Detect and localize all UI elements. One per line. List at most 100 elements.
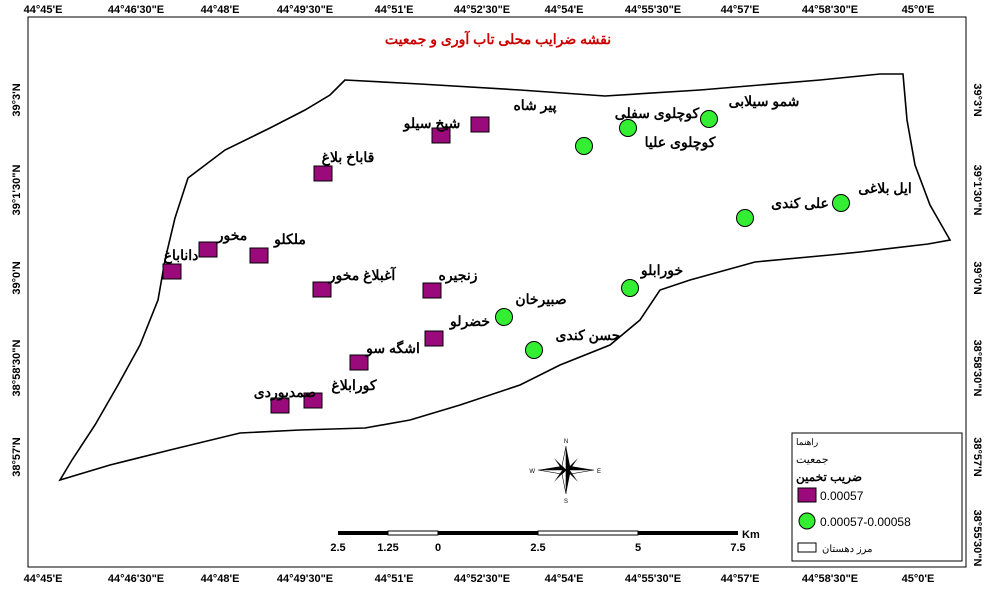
place-label: حسن کندی — [556, 327, 621, 344]
place-label: شمو سیلابی — [729, 93, 800, 110]
legend-square-swatch — [797, 487, 817, 503]
lon-tick: 44°49'30"E — [277, 4, 333, 16]
lat-tick: 38°55'30"N — [971, 510, 983, 567]
lon-tick: 44°57'E — [721, 573, 760, 585]
village-marker — [313, 165, 333, 182]
lon-tick: 44°52'30"E — [454, 573, 510, 585]
village-marker — [431, 127, 451, 144]
scale-label: 1.25 — [377, 542, 398, 554]
lat-tick: 38°57'N — [11, 437, 23, 476]
lat-tick: 39°0'N — [11, 261, 23, 294]
lon-tick: 44°51'E — [375, 573, 414, 585]
legend-circle-swatch — [798, 512, 816, 530]
lat-tick: 38°58'30"N — [11, 340, 23, 397]
lon-tick: 44°58'30"E — [802, 573, 858, 585]
lon-tick: 44°52'30"E — [454, 4, 510, 16]
place-label: کورابلاغ — [331, 377, 376, 394]
right-latitude-ticks: 39°3'N 39°1'30"N 39°0'N 38°58'30"N 38°57… — [971, 83, 983, 566]
village-marker — [312, 281, 332, 298]
place-labels: پیر شاه شیخ سیلو قاباخ بلاغ مخور داناباغ… — [164, 93, 912, 401]
lon-tick: 44°45'E — [24, 4, 63, 16]
scale-label: 2.5 — [330, 542, 345, 554]
village-marker — [424, 330, 444, 347]
west-label: W — [529, 469, 535, 475]
village-marker — [249, 247, 269, 264]
scale-segment — [438, 531, 538, 535]
class-2-markers — [495, 110, 850, 359]
district-boundary — [58, 73, 952, 482]
place-label: مخور — [216, 227, 248, 244]
legend-class-1: 0.00057 — [820, 489, 864, 503]
lat-tick: 39°3'N — [11, 83, 23, 116]
lon-tick: 44°48'E — [201, 573, 240, 585]
top-longitude-ticks: 44°45'E 44°46'30"E 44°48'E 44°49'30"E 44… — [24, 4, 935, 16]
lon-tick: 44°54'E — [545, 573, 584, 585]
village-marker — [621, 279, 639, 297]
place-label: کوچلوی علیا — [645, 134, 716, 151]
village-marker — [470, 116, 490, 133]
place-label: پیر شاه — [513, 97, 556, 114]
village-marker — [575, 137, 593, 155]
village-marker — [349, 354, 369, 371]
legend: راهنما جمعیت ضریب تخمین 0.00057 0.00057-… — [791, 432, 963, 562]
left-latitude-ticks: 39°3'N 39°1'30"N 39°0'N 38°58'30"N 38°57… — [11, 83, 23, 476]
lon-tick: 44°55'30"E — [625, 573, 681, 585]
lon-tick: 44°57'E — [721, 4, 760, 16]
lat-tick: 39°3'N — [971, 83, 983, 116]
place-label: داناباغ — [164, 247, 199, 264]
lon-tick: 44°46'30"E — [108, 573, 164, 585]
lat-tick: 39°1'30"N — [11, 165, 23, 216]
lon-tick: 44°48'E — [201, 4, 240, 16]
scale-bar: 2.5 1.25 0 2.5 5 7.5 Km — [330, 529, 760, 554]
scale-segment — [638, 531, 738, 535]
map-title: نقشه ضرایب محلی تاب آوری و جمعیت — [385, 30, 611, 48]
lon-tick: 44°49'30"E — [277, 573, 333, 585]
village-marker — [619, 119, 637, 137]
place-label: زنجیره — [439, 267, 478, 284]
lon-tick: 44°58'30"E — [802, 4, 858, 16]
lon-tick: 44°45'E — [24, 573, 63, 585]
legend-class-2: 0.00057-0.00058 — [820, 515, 911, 529]
place-label: خورابلو — [640, 262, 683, 279]
bottom-longitude-ticks: 44°45'E 44°46'30"E 44°48'E 44°49'30"E 44… — [24, 573, 935, 585]
scale-segment — [537, 530, 639, 536]
legend-layer: جمعیت — [796, 454, 829, 466]
place-label: ایل بلاغی — [858, 180, 912, 196]
lon-tick: 44°46'30"E — [108, 4, 164, 16]
place-label: قاباخ بلاغ — [322, 149, 375, 166]
village-marker — [495, 308, 513, 326]
scale-label: 7.5 — [730, 542, 745, 554]
lon-tick: 44°55'30"E — [625, 4, 681, 16]
place-label: خضرلو — [449, 313, 490, 330]
class-1-markers — [162, 116, 490, 414]
legend-boundary: مرز دهستان — [822, 544, 873, 555]
village-marker — [422, 282, 442, 299]
village-marker — [198, 241, 218, 258]
village-marker — [525, 341, 543, 359]
place-label: شیخ سیلو — [403, 115, 461, 132]
lon-tick: 45°0'E — [902, 573, 935, 585]
place-label: علی کندی — [771, 195, 829, 211]
south-label: S — [564, 499, 568, 505]
village-marker — [736, 209, 754, 227]
village-marker — [162, 263, 182, 280]
scale-segment — [387, 530, 439, 536]
place-label: ملکلو — [273, 231, 306, 248]
legend-box — [791, 432, 963, 562]
lon-tick: 44°51'E — [375, 4, 414, 16]
lon-tick: 44°54'E — [545, 4, 584, 16]
place-label: کوچلوی سفلی — [615, 105, 700, 122]
scale-unit: Km — [742, 529, 760, 541]
lat-tick: 38°58'30"N — [971, 340, 983, 397]
legend-title: راهنما — [796, 437, 818, 448]
legend-field: ضریب تخمین — [796, 470, 862, 485]
village-marker — [270, 397, 290, 414]
lat-tick: 38°57'N — [971, 437, 983, 476]
scale-label: 5 — [635, 542, 641, 554]
lat-tick: 39°1'30"N — [971, 165, 983, 216]
lon-tick: 45°0'E — [902, 4, 935, 16]
village-marker — [303, 392, 323, 409]
village-marker — [700, 110, 718, 128]
north-arrow: N S E W — [529, 439, 601, 505]
